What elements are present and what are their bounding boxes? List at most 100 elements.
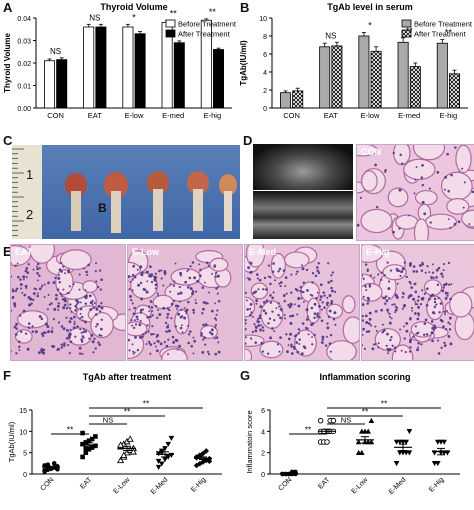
cell-nucleus — [444, 311, 446, 313]
cell-nucleus — [315, 297, 318, 300]
cell-nucleus — [133, 353, 135, 355]
specimen-2 — [104, 172, 128, 233]
cell-nucleus — [381, 331, 383, 333]
cell-nucleus — [429, 221, 431, 223]
cell-nucleus — [37, 263, 39, 265]
cell-nucleus — [306, 269, 308, 271]
cell-nucleus — [99, 270, 101, 272]
cell-nucleus — [311, 336, 313, 338]
cell-nucleus — [247, 266, 250, 269]
a-ylabel: Thyroid Volume — [3, 33, 12, 93]
cell-nucleus — [57, 305, 60, 308]
cell-nucleus — [369, 284, 371, 286]
cell-nucleus — [88, 338, 90, 340]
cell-nucleus — [216, 309, 218, 311]
cell-nucleus — [183, 317, 186, 320]
cell-nucleus — [387, 262, 389, 264]
cell-nucleus — [97, 341, 99, 343]
cell-nucleus — [283, 269, 286, 272]
cell-nucleus — [425, 319, 428, 322]
cell-nucleus — [326, 326, 329, 329]
cell-nucleus — [151, 325, 153, 327]
cell-nucleus — [100, 302, 102, 304]
cell-nucleus — [402, 296, 404, 298]
cell-nucleus — [435, 304, 437, 306]
cell-nucleus — [414, 179, 416, 181]
cell-nucleus — [262, 350, 264, 352]
cell-nucleus — [166, 316, 168, 318]
cell-nucleus — [267, 352, 269, 354]
follicle — [307, 298, 320, 323]
cell-nucleus — [285, 333, 287, 335]
cell-nucleus — [434, 306, 436, 308]
cell-nucleus — [201, 351, 204, 354]
cell-nucleus — [374, 343, 376, 345]
cell-nucleus — [180, 327, 183, 330]
cell-nucleus — [326, 322, 328, 324]
cell-nucleus — [374, 164, 377, 167]
cell-nucleus — [321, 341, 324, 344]
cell-nucleus — [364, 348, 366, 350]
f-title: TgAb after treatment — [83, 372, 172, 382]
cell-nucleus — [418, 315, 420, 317]
cell-nucleus — [98, 305, 101, 308]
cell-nucleus — [46, 325, 49, 328]
specimen-3 — [147, 171, 169, 231]
cell-nucleus — [211, 328, 214, 331]
cell-nucleus — [216, 314, 218, 316]
cell-nucleus — [421, 269, 424, 272]
g-ylabel: Inflammatoin score — [245, 410, 254, 473]
cell-nucleus — [265, 312, 268, 315]
cell-nucleus — [296, 351, 299, 354]
panel-a-letter: A — [3, 0, 12, 15]
g-point — [369, 418, 375, 423]
cell-nucleus — [445, 328, 447, 330]
cell-nucleus — [311, 307, 314, 310]
cell-nucleus — [256, 273, 259, 276]
cell-nucleus — [95, 313, 98, 316]
a-title: Thyroid Volume — [100, 2, 167, 12]
cell-nucleus — [357, 224, 359, 227]
cell-nucleus — [133, 313, 136, 316]
cell-nucleus — [13, 302, 16, 305]
cell-nucleus — [382, 324, 384, 326]
cell-nucleus — [288, 344, 290, 346]
f-xtick-label: EAT — [79, 476, 94, 491]
cell-nucleus — [215, 272, 217, 274]
b-xtick-label: EAT — [324, 111, 338, 120]
cell-nucleus — [260, 324, 262, 326]
cell-nucleus — [25, 333, 27, 335]
cell-nucleus — [136, 315, 139, 318]
cell-nucleus — [424, 292, 426, 294]
cell-nucleus — [454, 146, 456, 148]
cell-nucleus — [319, 298, 321, 300]
cell-nucleus — [391, 304, 393, 306]
cell-nucleus — [63, 299, 66, 302]
cell-nucleus — [69, 303, 71, 305]
cell-nucleus — [134, 352, 136, 354]
cell-nucleus — [322, 301, 324, 303]
cell-nucleus — [303, 346, 305, 348]
cell-nucleus — [367, 300, 369, 302]
cell-nucleus — [255, 299, 258, 302]
cell-nucleus — [415, 303, 417, 305]
cell-nucleus — [399, 154, 401, 156]
cell-nucleus — [79, 317, 81, 319]
cell-nucleus — [89, 294, 92, 297]
cell-nucleus — [62, 289, 64, 291]
cell-nucleus — [306, 289, 309, 292]
cell-nucleus — [363, 296, 365, 298]
cell-nucleus — [330, 287, 333, 290]
micro-eat-tissue — [11, 245, 125, 360]
follicle — [343, 317, 359, 343]
cell-nucleus — [448, 335, 451, 338]
cell-nucleus — [39, 315, 42, 318]
cell-nucleus — [80, 302, 82, 304]
follicle — [251, 283, 267, 299]
cell-nucleus — [62, 306, 65, 309]
cell-nucleus — [300, 297, 302, 299]
cell-nucleus — [316, 314, 318, 316]
cell-nucleus — [32, 299, 34, 301]
cell-nucleus — [177, 313, 180, 316]
cell-nucleus — [28, 263, 30, 265]
